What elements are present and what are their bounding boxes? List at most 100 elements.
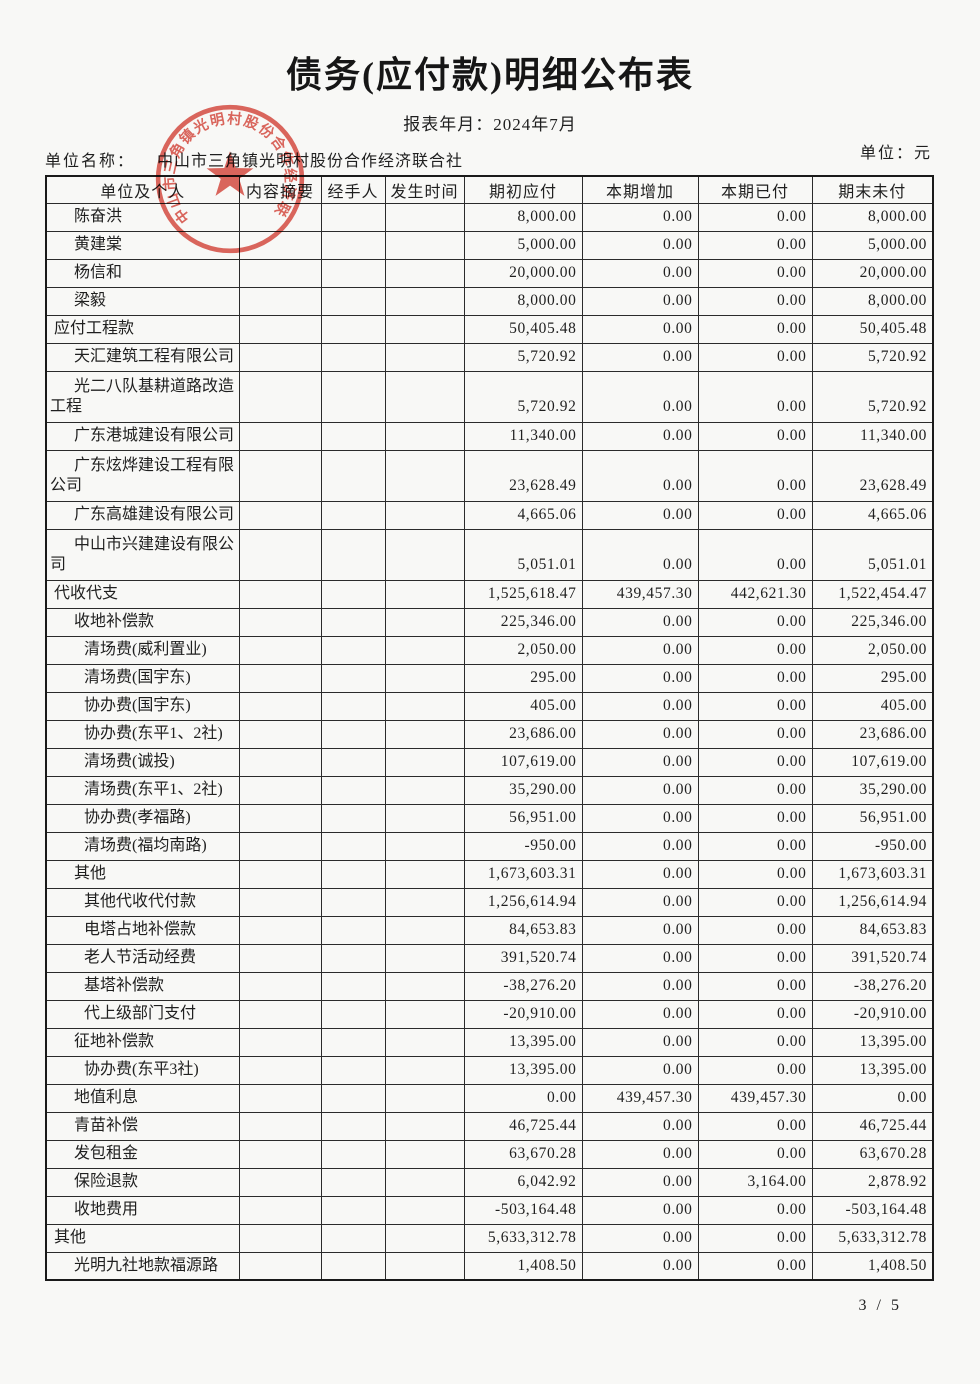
- amount-cell: 0.00: [811, 1083, 934, 1113]
- amount-cell: 8,000.00: [463, 202, 583, 232]
- amount-cell: 50,405.48: [811, 314, 934, 344]
- amount-cell: 0.00: [581, 314, 699, 344]
- amount-cell: 0.00: [581, 803, 699, 833]
- handler-cell: [320, 258, 386, 288]
- handler-cell: [320, 719, 386, 749]
- amount-cell: 2,050.00: [811, 635, 934, 665]
- amount-cell: 0.00: [581, 691, 699, 721]
- amount-cell: 8,000.00: [811, 202, 934, 232]
- amount-cell: 0.00: [697, 803, 813, 833]
- summary-cell: [238, 1195, 322, 1225]
- summary-cell: [238, 1027, 322, 1057]
- amount-cell: 295.00: [463, 663, 583, 693]
- amount-cell: 5,633,312.78: [463, 1223, 583, 1253]
- amount-cell: 50,405.48: [463, 314, 583, 344]
- amount-cell: 0.00: [581, 607, 699, 637]
- amount-cell: 84,653.83: [463, 915, 583, 945]
- handler-cell: [320, 803, 386, 833]
- summary-cell: [238, 1223, 322, 1253]
- amount-cell: 0.00: [581, 971, 699, 1001]
- amount-cell: 13,395.00: [463, 1055, 583, 1085]
- amount-cell: 0.00: [581, 999, 699, 1029]
- date-cell: [384, 1251, 465, 1281]
- date-cell: [384, 1027, 465, 1057]
- amount-cell: 0.00: [697, 943, 813, 973]
- amount-cell: 225,346.00: [811, 607, 934, 637]
- amount-cell: 107,619.00: [463, 747, 583, 777]
- amount-cell: 0.00: [581, 775, 699, 805]
- amount-cell: 0.00: [697, 859, 813, 889]
- amount-cell: 0.00: [697, 500, 813, 530]
- amount-cell: -20,910.00: [463, 999, 583, 1029]
- table-row: 其他 1,673,603.31 0.00 0.00 1,673,603.31: [45, 859, 934, 889]
- table-row: 协办费(国宇东) 405.00 0.00 0.00 405.00: [45, 691, 934, 721]
- amount-cell: 5,051.01: [811, 528, 934, 581]
- amount-cell: -950.00: [811, 831, 934, 861]
- amount-cell: 0.00: [697, 421, 813, 451]
- row-name: 应付工程款: [45, 314, 240, 344]
- amount-cell: 23,686.00: [811, 719, 934, 749]
- amount-cell: 0.00: [581, 915, 699, 945]
- amount-cell: 2,050.00: [463, 635, 583, 665]
- amount-cell: 0.00: [697, 747, 813, 777]
- table-row: 老人节活动经费 391,520.74 0.00 0.00 391,520.74: [45, 943, 934, 973]
- handler-cell: [320, 663, 386, 693]
- amount-cell: 1,408.50: [463, 1251, 583, 1281]
- date-cell: [384, 1055, 465, 1085]
- amount-cell: 13,395.00: [463, 1027, 583, 1057]
- amount-cell: 0.00: [697, 635, 813, 665]
- amount-cell: 1,408.50: [811, 1251, 934, 1281]
- handler-cell: [320, 370, 386, 423]
- table-row: 电塔占地补偿款 84,653.83 0.00 0.00 84,653.83: [45, 915, 934, 945]
- row-name: 电塔占地补偿款: [45, 915, 240, 945]
- summary-cell: [238, 1055, 322, 1085]
- amount-cell: 0.00: [581, 859, 699, 889]
- row-name: 广东高雄建设有限公司: [45, 500, 240, 530]
- currency-unit-label: 单位：元: [859, 145, 932, 162]
- amount-cell: 0.00: [581, 1055, 699, 1085]
- handler-cell: [320, 831, 386, 861]
- amount-cell: 23,628.49: [463, 449, 583, 502]
- amount-cell: 0.00: [581, 258, 699, 288]
- amount-cell: 0.00: [697, 370, 813, 423]
- row-name: 地值利息: [45, 1083, 240, 1113]
- amount-cell: 0.00: [581, 286, 699, 316]
- summary-cell: [238, 579, 322, 609]
- amount-cell: 0.00: [581, 1251, 699, 1281]
- amount-cell: 35,290.00: [811, 775, 934, 805]
- amount-cell: 6,042.92: [463, 1167, 583, 1197]
- summary-cell: [238, 887, 322, 917]
- date-cell: [384, 528, 465, 581]
- amount-cell: 63,670.28: [811, 1139, 934, 1169]
- table-row: 广东港城建设有限公司 11,340.00 0.00 0.00 11,340.00: [45, 421, 934, 451]
- date-cell: [384, 370, 465, 423]
- date-cell: [384, 342, 465, 372]
- handler-cell: [320, 1251, 386, 1281]
- row-name: 代收代支: [45, 579, 240, 609]
- amount-cell: 5,000.00: [463, 230, 583, 260]
- row-name: 协办费(国宇东): [45, 691, 240, 721]
- amount-cell: 0.00: [697, 607, 813, 637]
- amount-cell: 56,951.00: [463, 803, 583, 833]
- row-name: 协办费(孝福路): [45, 803, 240, 833]
- summary-cell: [238, 747, 322, 777]
- summary-cell: [238, 663, 322, 693]
- handler-cell: [320, 635, 386, 665]
- table-row: 清场费(福均南路) -950.00 0.00 0.00 -950.00: [45, 831, 934, 861]
- date-cell: [384, 859, 465, 889]
- row-name: 其他: [45, 1223, 240, 1253]
- row-name: 天汇建筑工程有限公司: [45, 342, 240, 372]
- summary-cell: [238, 230, 322, 260]
- amount-cell: 0.00: [697, 1195, 813, 1225]
- summary-cell: [238, 528, 322, 581]
- date-cell: [384, 691, 465, 721]
- row-name: 征地补偿款: [45, 1027, 240, 1057]
- amount-cell: -38,276.20: [463, 971, 583, 1001]
- handler-cell: [320, 1195, 386, 1225]
- table-row: 光二八队基耕道路改造工程 5,720.92 0.00 0.00 5,720.92: [45, 370, 934, 423]
- row-name: 清场费(福均南路): [45, 831, 240, 861]
- amount-cell: 1,673,603.31: [811, 859, 934, 889]
- amount-cell: 0.00: [581, 342, 699, 372]
- table-row: 协办费(东平3社) 13,395.00 0.00 0.00 13,395.00: [45, 1055, 934, 1085]
- table-row: 梁毅 8,000.00 0.00 0.00 8,000.00: [45, 286, 934, 316]
